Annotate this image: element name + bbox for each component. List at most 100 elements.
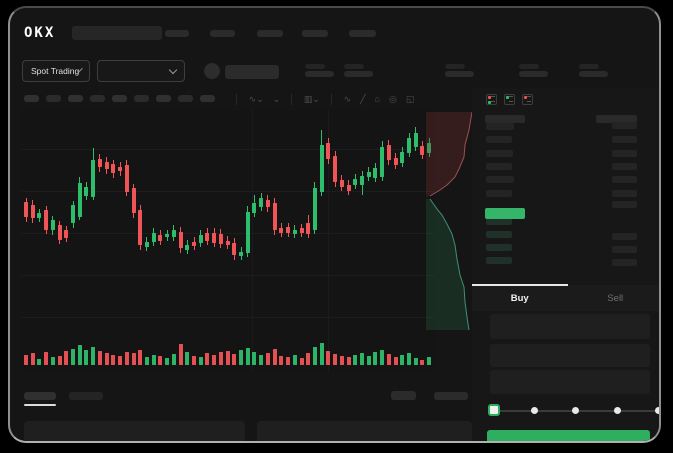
candle-style-icon[interactable]: ∿⌄	[248, 93, 264, 104]
volume-bar	[24, 355, 28, 365]
slider-stop-dot[interactable]	[571, 407, 579, 414]
nav-item-skeleton[interactable]	[349, 30, 376, 37]
candle-body	[91, 160, 96, 197]
slider-stop-dot[interactable]	[613, 407, 621, 414]
bid-amount-skeleton	[612, 259, 637, 266]
candle-body	[259, 198, 264, 207]
divider: │	[328, 94, 335, 104]
volume-bar	[286, 357, 291, 365]
book-buys-only-icon[interactable]	[504, 94, 515, 105]
volume-bar	[306, 353, 311, 365]
nav-item-skeleton[interactable]	[257, 30, 283, 37]
candle-body	[232, 243, 237, 255]
fullscreen-icon[interactable]: ◱	[405, 93, 415, 104]
okx-logo[interactable]: OKX	[24, 25, 56, 41]
timeframe-button[interactable]	[24, 95, 39, 102]
candle-body	[380, 147, 385, 177]
volume-bar	[185, 352, 190, 365]
candle-type-icon[interactable]: ▥⌄	[303, 93, 320, 104]
candle-body	[218, 234, 223, 244]
stat-value-skeleton	[344, 71, 373, 77]
volume-bar	[71, 349, 76, 365]
timeframe-button[interactable]	[178, 95, 193, 102]
order-side-tabs: Buy Sell	[472, 284, 659, 311]
tab-sell[interactable]: Sell	[607, 292, 624, 304]
bottom-action-skeleton[interactable]	[391, 391, 416, 400]
timeframe-button[interactable]	[134, 95, 149, 102]
candle-body	[50, 220, 55, 230]
volume-bar	[158, 356, 163, 365]
nav-item-skeleton[interactable]	[302, 30, 328, 37]
bid-amount-skeleton	[612, 233, 637, 240]
candle-body	[279, 228, 284, 233]
volume-bar	[212, 355, 217, 365]
slider-handle[interactable]	[488, 404, 500, 416]
gridline	[328, 110, 329, 372]
gridline	[22, 317, 434, 318]
settings-icon[interactable]: ◎	[388, 93, 397, 104]
book-sells-only-icon[interactable]	[522, 94, 533, 105]
volume-bar	[333, 354, 338, 365]
bottom-action-skeleton[interactable]	[434, 392, 468, 400]
bottom-tab-active-skeleton[interactable]	[24, 392, 56, 400]
price-input[interactable]	[490, 314, 650, 339]
buy-submit-button[interactable]	[487, 430, 650, 441]
stat-value-skeleton	[579, 71, 608, 77]
candle-body	[353, 179, 358, 185]
volume-bar	[198, 357, 203, 365]
pair-name-skeleton	[225, 65, 279, 79]
volume-bar	[413, 358, 418, 365]
gridline	[252, 110, 253, 372]
ask-amount-skeleton	[612, 190, 637, 197]
candle-body	[185, 245, 190, 250]
candlestick-chart[interactable]	[22, 110, 434, 372]
amount-input[interactable]	[490, 344, 650, 367]
timeframe-button[interactable]	[90, 95, 105, 102]
timeframe-button[interactable]	[200, 95, 215, 102]
timeframe-button[interactable]	[46, 95, 61, 102]
pair-dropdown[interactable]	[97, 60, 185, 82]
timeframe-button[interactable]	[156, 95, 171, 102]
candle-body	[212, 233, 217, 243]
timeframe-button[interactable]	[112, 95, 127, 102]
candle-body	[239, 252, 244, 256]
bottom-tab-skeleton[interactable]	[69, 392, 103, 400]
last-price-highlight[interactable]	[485, 208, 525, 219]
timeframe-button[interactable]	[68, 95, 83, 102]
candle-body	[265, 200, 270, 207]
candle-body	[360, 176, 364, 185]
slider-stop-dot[interactable]	[530, 407, 538, 414]
candle-body	[198, 235, 203, 243]
volume-bar	[111, 355, 116, 365]
nav-item-skeleton[interactable]	[165, 30, 189, 37]
volume-bar	[165, 358, 170, 365]
stat-label-skeleton	[579, 64, 599, 69]
volume-bar	[118, 356, 123, 365]
camera-icon[interactable]: ⌂	[374, 94, 380, 104]
search-input[interactable]	[72, 26, 162, 40]
ask-amount-skeleton	[612, 163, 637, 170]
interval-icon[interactable]: ⌄	[272, 93, 281, 104]
slider-stop-dot[interactable]	[654, 407, 659, 414]
active-tab-indicator	[472, 284, 568, 286]
candle-body	[118, 167, 123, 171]
tab-buy[interactable]: Buy	[472, 284, 568, 311]
asks-depth-area	[426, 112, 472, 197]
candle-body	[151, 233, 156, 242]
nav-item-skeleton[interactable]	[210, 30, 235, 37]
draw-line-icon[interactable]: ╱	[360, 93, 366, 104]
bids-depth-line	[429, 198, 470, 331]
market-type-dropdown[interactable]: Spot Trading	[22, 60, 90, 82]
volume-bar	[346, 357, 351, 365]
depth-chart[interactable]	[426, 112, 480, 332]
candle-body	[205, 233, 210, 241]
book-both-sides-icon[interactable]	[486, 94, 497, 105]
indicator-icon[interactable]: ∿	[343, 93, 352, 104]
candle-body	[393, 158, 398, 165]
candle-body	[413, 133, 418, 147]
candle-body	[37, 213, 42, 218]
volume-bar	[205, 353, 210, 365]
volume-bar	[131, 353, 136, 365]
total-input[interactable]	[490, 370, 650, 394]
stat-value-skeleton	[445, 71, 474, 77]
